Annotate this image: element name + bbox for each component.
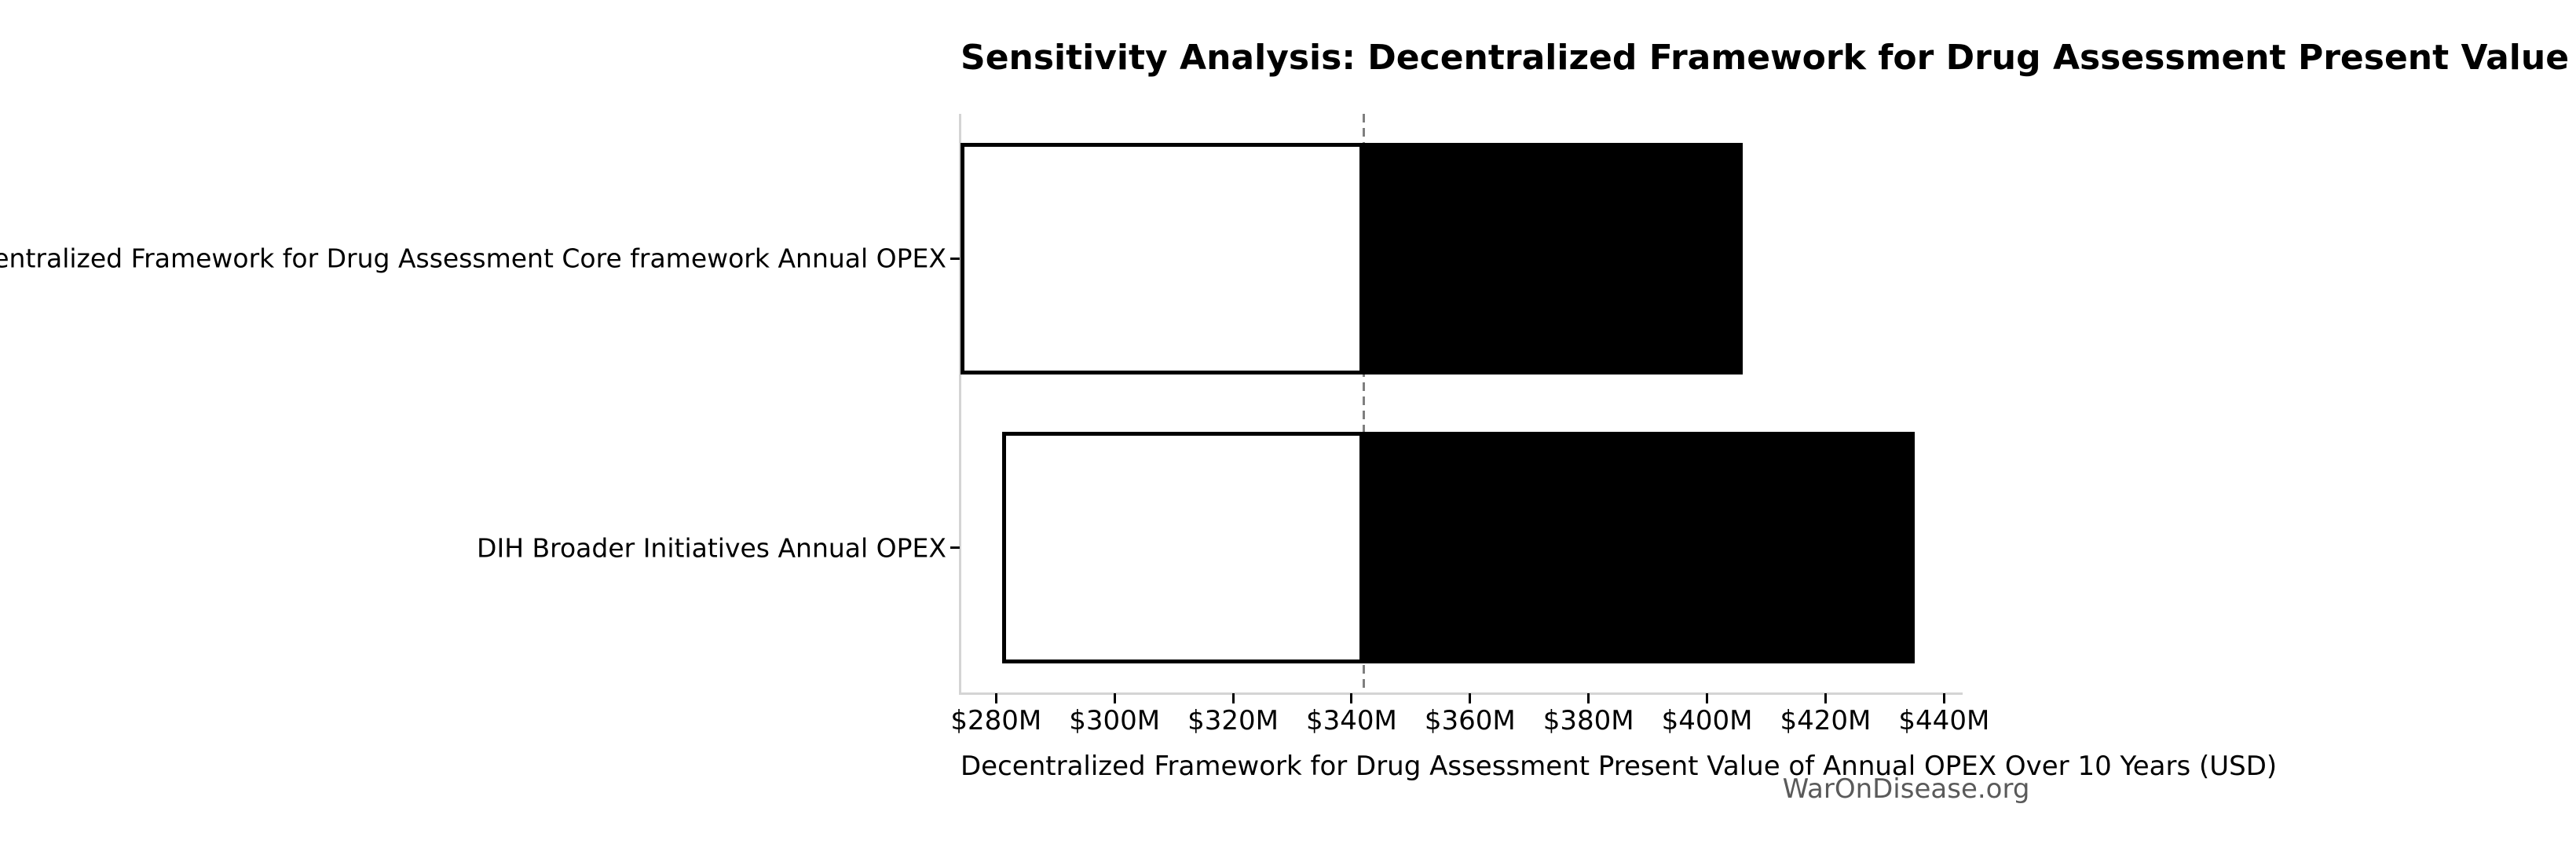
x-tick-label: $400M — [1661, 705, 1753, 736]
x-tick-mark — [1350, 693, 1353, 703]
x-axis-spine — [959, 692, 1963, 695]
x-tick-label: $360M — [1424, 705, 1516, 736]
x-tick-mark — [1469, 693, 1472, 703]
bar-low-segment — [961, 142, 1364, 375]
y-tick-mark — [950, 257, 960, 260]
y-tick-mark — [950, 546, 960, 550]
x-tick-label: $340M — [1305, 705, 1397, 736]
chart-title: Sensitivity Analysis: Decentralized Fram… — [961, 38, 2576, 78]
x-tick-mark — [1231, 693, 1235, 703]
x-tick-mark — [1824, 693, 1827, 703]
x-tick-label: $380M — [1542, 705, 1634, 736]
x-tick-mark — [1706, 693, 1709, 703]
x-tick-label: $420M — [1780, 705, 1872, 736]
y-axis-label-dih-broader: DIH Broader Initiatives Annual OPEX — [477, 532, 946, 564]
x-axis-title: Decentralized Framework for Drug Assessm… — [961, 751, 2278, 782]
watermark-text: WarOnDisease.org — [1782, 773, 2030, 805]
x-tick-mark — [994, 693, 997, 703]
y-axis-spine — [959, 114, 961, 695]
x-tick-mark — [1113, 693, 1116, 703]
x-tick-label: $280M — [950, 705, 1042, 736]
bar-high-segment — [1363, 432, 1915, 664]
y-axis-label-core-framework: Decentralized Framework for Drug Assessm… — [0, 243, 946, 274]
bar-high-segment — [1363, 142, 1743, 375]
x-tick-mark — [1587, 693, 1590, 703]
x-tick-label: $440M — [1898, 705, 1990, 736]
bar-low-segment — [1001, 432, 1363, 664]
x-tick-label: $300M — [1069, 705, 1161, 736]
x-tick-label: $320M — [1187, 705, 1279, 736]
baseline-dashed-line — [1362, 114, 1365, 692]
x-tick-mark — [1942, 693, 1945, 703]
